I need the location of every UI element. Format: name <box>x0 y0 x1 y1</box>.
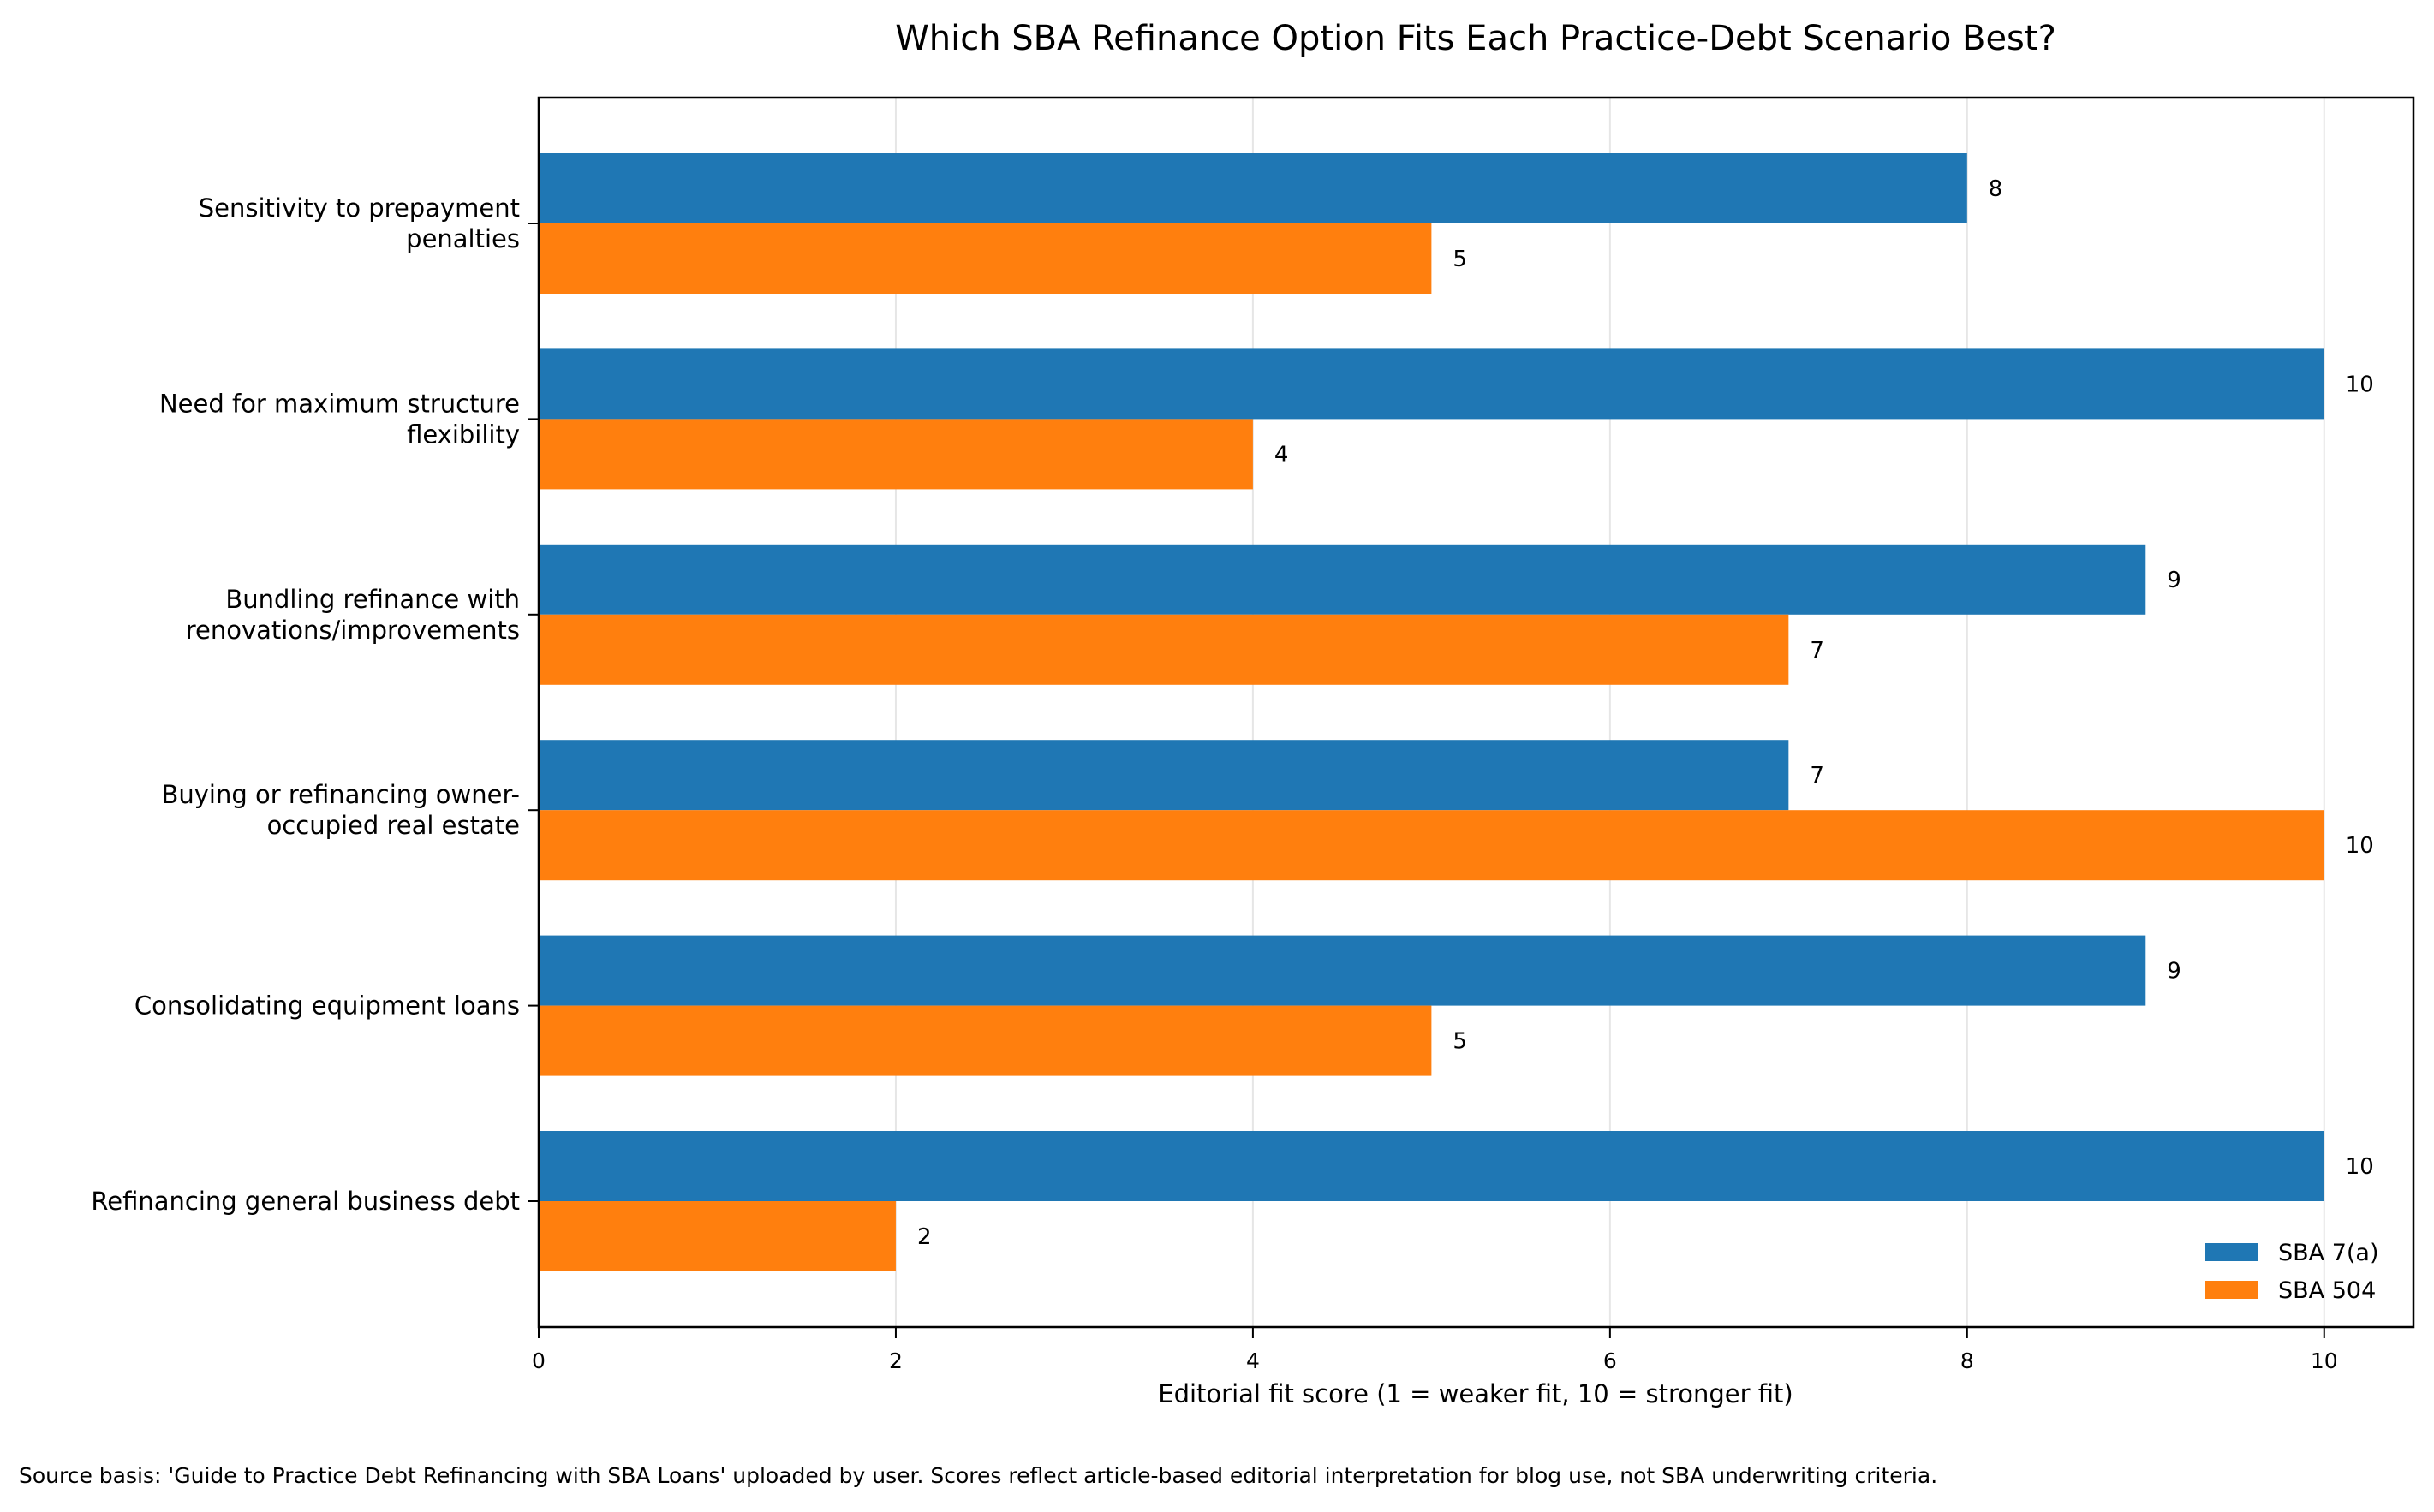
y-tick-label: Refinancing general business debt <box>91 1187 520 1216</box>
x-tick-label: 6 <box>1603 1348 1617 1373</box>
data-label: 8 <box>1989 176 2003 202</box>
bar-sba-504 <box>539 1201 896 1271</box>
bar-sba-7-a- <box>539 544 2146 615</box>
bar-sba-504 <box>539 1005 1432 1076</box>
data-label: 7 <box>1810 638 1824 664</box>
bar-sba-7-a- <box>539 348 2324 420</box>
bar-sba-504 <box>539 419 1253 490</box>
data-label: 9 <box>2167 959 2181 985</box>
y-tick-label: Consolidating equipment loans <box>134 991 520 1021</box>
x-tick-label: 0 <box>532 1348 546 1373</box>
x-tick-label: 10 <box>2311 1348 2338 1373</box>
x-axis: 0 2 4 6 8 10 <box>532 1327 2338 1373</box>
y-tick-label: Buying or refinancing owner-occupied rea… <box>161 780 520 840</box>
bar-sba-504 <box>539 223 1432 294</box>
data-label: 10 <box>2346 372 2374 397</box>
y-axis: Sensitivity to prepayment penalties Need f… <box>91 193 539 1216</box>
data-label: 10 <box>2346 1154 2374 1180</box>
legend: SBA 7(a) SBA 504 <box>2205 1240 2379 1304</box>
bar-sba-7-a- <box>539 935 2146 1006</box>
x-tick-label: 8 <box>1960 1348 1974 1373</box>
bars: 8 5 10 4 9 7 7 10 9 5 10 2 <box>539 153 2374 1271</box>
bar-sba-7-a- <box>539 1131 2324 1201</box>
bar-sba-7-a- <box>539 740 1789 811</box>
x-tick-label: 4 <box>1246 1348 1260 1373</box>
legend-swatch <box>2205 1243 2258 1261</box>
bar-sba-504 <box>539 810 2324 881</box>
x-tick-label: 2 <box>889 1348 903 1373</box>
footnote: Source basis: 'Guide to Practice Debt Re… <box>19 1463 1937 1488</box>
data-label: 9 <box>2167 568 2181 593</box>
bar-sba-7-a- <box>539 153 1967 223</box>
data-label: 10 <box>2346 833 2374 859</box>
chart-title: Which SBA Refinance Option Fits Each Pra… <box>895 19 2056 58</box>
legend-label: SBA 7(a) <box>2278 1240 2379 1266</box>
data-label: 5 <box>1453 1029 1467 1055</box>
legend-swatch <box>2205 1281 2258 1299</box>
data-label: 5 <box>1453 247 1467 272</box>
y-tick-label: Sensitivity to prepayment penalties <box>199 193 520 253</box>
data-label: 2 <box>917 1224 932 1250</box>
y-tick-label: Need for maximum structure flexibility <box>159 389 520 449</box>
bar-sba-504 <box>539 614 1789 685</box>
plot-frame <box>537 96 2415 1329</box>
data-label: 4 <box>1274 442 1289 467</box>
legend-label: SBA 504 <box>2278 1277 2376 1304</box>
data-label: 7 <box>1810 763 1824 789</box>
x-axis-label: Editorial fit score (1 = weaker fit, 10 … <box>1158 1379 1793 1408</box>
y-tick-label: Bundling refinance with renovations/impro… <box>186 585 520 645</box>
